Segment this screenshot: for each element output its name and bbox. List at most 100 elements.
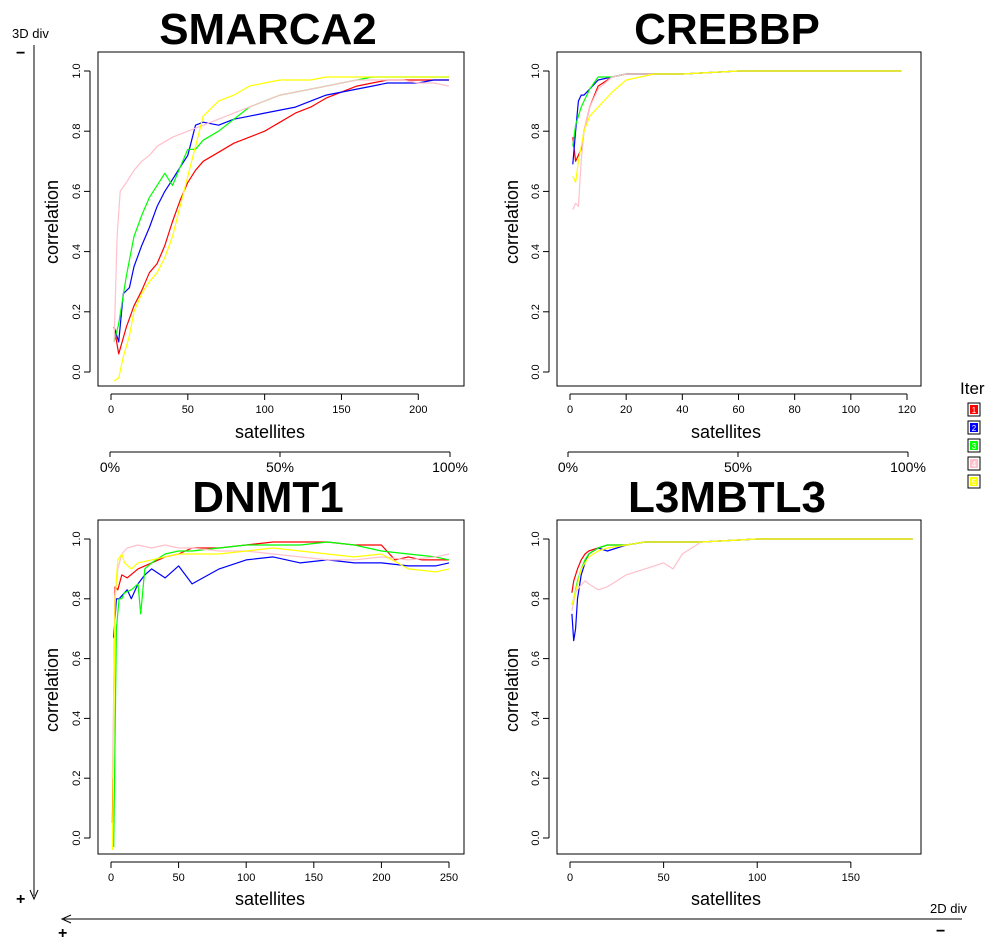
y-tick-label: 1.0 xyxy=(71,63,83,78)
panel-title-dnmt1: DNMT1 xyxy=(192,473,344,522)
y-tick-label: 0.2 xyxy=(71,304,83,319)
x-tick-label: 150 xyxy=(305,872,323,884)
legend-swatch xyxy=(970,423,978,432)
series-line-3 xyxy=(571,538,913,605)
series-line-4 xyxy=(113,79,450,342)
series-line-5 xyxy=(571,538,913,605)
x-tick-label: 40 xyxy=(676,404,688,416)
series-line-2 xyxy=(572,70,902,165)
legend-swatch xyxy=(970,459,978,468)
legend-key-box xyxy=(967,438,981,453)
legend-swatch xyxy=(970,477,978,486)
y-tick-label: 0.0 xyxy=(71,364,83,379)
series-line-1 xyxy=(111,541,449,824)
x-tick-label: 150 xyxy=(842,872,860,884)
horizontal-axis-arrowhead xyxy=(60,914,72,924)
y-tick-label: 0.8 xyxy=(530,124,542,139)
y-tick-label: 0.4 xyxy=(530,711,542,726)
legend-key-box xyxy=(967,402,981,417)
y-tick-label: 0.8 xyxy=(71,124,83,139)
y-tick-label: 0.8 xyxy=(71,591,83,606)
y-tick-label: 0.2 xyxy=(530,771,542,786)
y-tick-label: 0.4 xyxy=(71,244,83,259)
series-line-1 xyxy=(571,538,913,593)
series-line-1 xyxy=(572,70,902,162)
chart-dnmt1: 0 50 100 150 200 250 0.0 0.2 0.4 0.6 0.8 1.0 xyxy=(71,531,458,884)
legend-key-box xyxy=(967,474,981,489)
x-tick-label: 250 xyxy=(440,872,458,884)
x-tick-label: 100 xyxy=(842,404,860,416)
x-tick-label: 150 xyxy=(332,404,350,416)
horizontal-axis-left-sign: + xyxy=(58,925,67,942)
panel-title-l3mbtl3: L3MBTL3 xyxy=(628,473,826,522)
legend: 1 2 3 4 5 xyxy=(967,402,981,489)
panel-frame-crebbp xyxy=(556,51,922,387)
series-line-4 xyxy=(571,538,913,611)
panel-xlabel-dnmt1: satellites xyxy=(235,889,305,909)
legend-key-box xyxy=(967,420,981,435)
legend-label: 1 xyxy=(972,406,977,415)
horizontal-axis-label: 2D div xyxy=(930,901,967,916)
series-line-5 xyxy=(113,76,449,382)
series-line-3 xyxy=(113,76,449,343)
vertical-axis-top-sign: − xyxy=(16,45,25,62)
percent-scale-left-label-50: 50% xyxy=(266,459,294,475)
percent-scale-left-label-100: 100% xyxy=(432,459,468,475)
y-tick-label: 0.6 xyxy=(530,651,542,666)
x-tick-label: 100 xyxy=(237,872,255,884)
y-tick-label: 1.0 xyxy=(71,531,83,546)
series-line-2 xyxy=(113,556,450,638)
series-line-2 xyxy=(113,79,449,343)
horizontal-axis-right-sign: − xyxy=(936,923,945,940)
y-tick-label: 0.2 xyxy=(71,771,83,786)
legend-label: 3 xyxy=(972,442,977,451)
vertical-axis-arrowhead xyxy=(29,889,39,901)
panel-title-crebbp: CREBBP xyxy=(634,5,820,54)
panel-ylabel-crebbp: correlation xyxy=(502,180,522,264)
x-tick-label: 120 xyxy=(898,404,916,416)
percent-scale-right-label-100: 100% xyxy=(890,459,926,475)
y-tick-label: 1.0 xyxy=(530,531,542,546)
x-tick-label: 50 xyxy=(182,404,194,416)
chart-smarca2: 0 50 100 150 200 0.0 0.2 0.4 0.6 0.8 1.0 xyxy=(71,63,450,416)
panel-frame-dnmt1 xyxy=(97,519,465,855)
y-tick-label: 0.0 xyxy=(71,830,83,845)
percent-scale-left-label-0: 0% xyxy=(100,459,120,475)
legend-title: Iter xyxy=(960,379,985,398)
panel-ylabel-l3mbtl3: correlation xyxy=(502,648,522,732)
x-tick-label: 80 xyxy=(789,404,801,416)
percent-scale-right-label-0: 0% xyxy=(558,459,578,475)
panel-title-smarca2: SMARCA2 xyxy=(159,5,377,54)
x-tick-label: 60 xyxy=(732,404,744,416)
series-line-5 xyxy=(572,70,902,183)
y-tick-label: 0.0 xyxy=(530,830,542,845)
series-line-1 xyxy=(113,79,449,355)
y-tick-label: 0.6 xyxy=(71,184,83,199)
y-tick-label: 0.4 xyxy=(530,244,542,259)
chart-layer: 0 50 100 150 200 0.0 0.2 0.4 0.6 0.8 1.0 0 20 40 60 80 1… xyxy=(71,63,916,884)
vertical-axis-label: 3D div xyxy=(12,26,49,41)
panel-xlabel-l3mbtl3: satellites xyxy=(691,889,761,909)
x-tick-label: 200 xyxy=(372,872,390,884)
x-tick-label: 100 xyxy=(255,404,273,416)
series-line-4 xyxy=(572,70,902,210)
y-tick-label: 1.0 xyxy=(530,63,542,78)
x-tick-label: 50 xyxy=(657,872,669,884)
x-tick-label: 50 xyxy=(172,872,184,884)
x-tick-label: 20 xyxy=(620,404,632,416)
chart-crebbp: 0 20 40 60 80 100 120 0.0 0.2 0.4 0.6 0.8 1.0 xyxy=(530,63,916,416)
chart-l3mbtl3: 0 50 100 150 0.0 0.2 0.4 0.6 0.8 1.0 xyxy=(530,531,913,884)
x-tick-label: 0 xyxy=(108,872,114,884)
series-line-4 xyxy=(111,544,450,779)
panel-ylabel-smarca2: correlation xyxy=(42,180,62,264)
x-tick-label: 0 xyxy=(567,404,573,416)
legend-swatch xyxy=(970,405,978,414)
series-line-3 xyxy=(113,541,450,848)
y-tick-label: 0.0 xyxy=(530,364,542,379)
legend-label: 2 xyxy=(972,424,977,433)
series-line-3 xyxy=(572,70,902,147)
legend-key-box xyxy=(967,456,981,471)
percent-scale-right-label-50: 50% xyxy=(724,459,752,475)
series-line-5 xyxy=(111,547,450,851)
